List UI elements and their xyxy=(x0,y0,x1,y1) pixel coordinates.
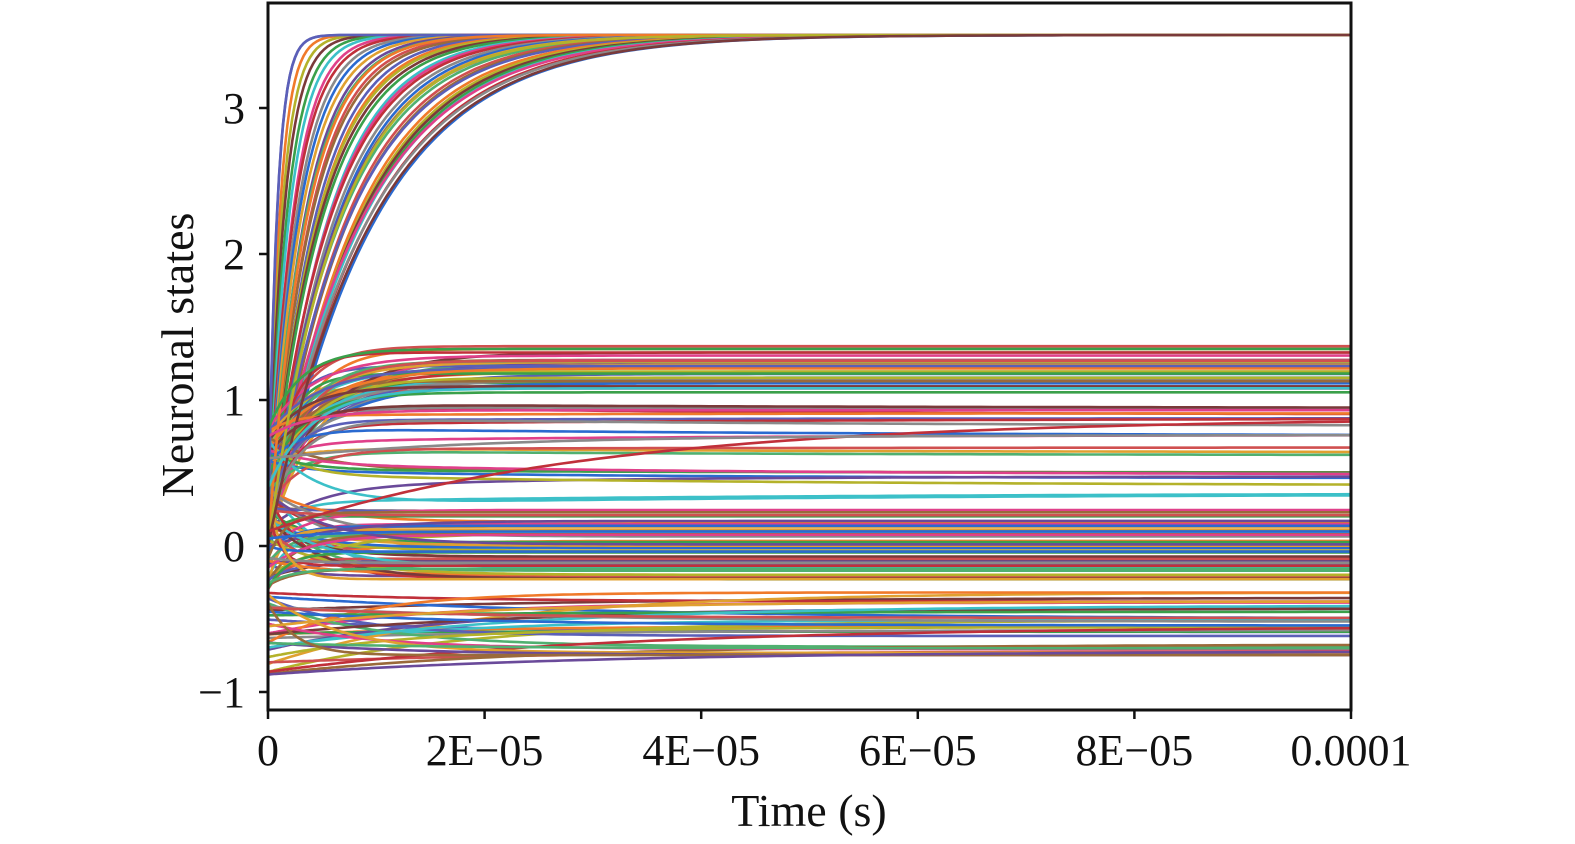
y-tick-label: 3 xyxy=(223,84,245,133)
x-tick-label: 0 xyxy=(257,726,279,775)
trajectory-line xyxy=(269,508,1350,517)
x-tick-label: 0.0001 xyxy=(1291,726,1412,775)
trajectory-line xyxy=(269,518,1350,549)
x-axis-label: Time (s) xyxy=(731,785,887,836)
trajectory-line xyxy=(269,385,1350,444)
trajectory-line xyxy=(269,412,1350,433)
x-tick-label: 6E−05 xyxy=(859,726,977,775)
trajectory-line xyxy=(269,493,1350,546)
trajectory-line xyxy=(269,440,1350,486)
trajectory-line xyxy=(269,438,1350,502)
trajectory-line xyxy=(269,347,1350,431)
trajectory-line xyxy=(269,420,1350,533)
x-tick-label: 2E−05 xyxy=(426,726,544,775)
trajectory-line xyxy=(269,367,1350,451)
trajectory-line xyxy=(269,567,1350,585)
trajectory-line xyxy=(269,626,1350,674)
trajectory-line xyxy=(269,610,1350,627)
trajectory-line xyxy=(269,597,1350,638)
trajectory-lines xyxy=(269,33,1350,676)
trajectory-line xyxy=(269,510,1350,560)
trajectory-line xyxy=(269,379,1350,509)
trajectory-line xyxy=(269,372,1350,497)
trajectory-line xyxy=(269,600,1350,628)
plot-frame xyxy=(266,1,1353,712)
trajectory-line xyxy=(269,591,1350,644)
trajectory-line xyxy=(269,419,1350,516)
x-axis: 0 2E−05 4E−05 6E−05 8E−05 0.0001 xyxy=(257,710,1412,775)
trajectory-line xyxy=(269,602,1350,657)
x-tick-label: 4E−05 xyxy=(642,726,760,775)
x-tick-label: 8E−05 xyxy=(1076,726,1194,775)
trajectory-line xyxy=(269,508,1350,550)
trajectory-line xyxy=(269,606,1350,620)
trajectory-line xyxy=(269,650,1350,676)
trajectory-line xyxy=(269,545,1350,553)
y-tick-label: −1 xyxy=(198,668,245,717)
trajectory-line xyxy=(269,362,1350,546)
y-tick-label: 1 xyxy=(223,376,245,425)
trajectory-line xyxy=(269,556,1350,565)
trajectory-line xyxy=(269,626,1350,659)
trajectory-line xyxy=(269,496,1350,581)
trajectory-line xyxy=(269,387,1350,489)
trajectory-line xyxy=(269,604,1350,649)
trajectory-line xyxy=(269,344,1350,490)
trajectory-line xyxy=(269,509,1350,567)
y-tick-label: 0 xyxy=(223,522,245,571)
trajectory-line xyxy=(269,448,1350,463)
trajectory-line xyxy=(269,528,1350,585)
y-tick-label: 2 xyxy=(223,230,245,279)
trajectory-line xyxy=(269,453,1350,475)
trajectory-line xyxy=(269,448,1350,476)
trajectory-line xyxy=(269,428,1350,465)
trajectory-line xyxy=(269,408,1350,438)
y-axis-label: Neuronal states xyxy=(152,213,203,498)
trajectory-line xyxy=(269,533,1350,569)
trajectory-line xyxy=(269,530,1350,540)
trajectory-line xyxy=(269,433,1350,460)
trajectory-line xyxy=(269,417,1350,516)
trajectory-line xyxy=(269,354,1350,431)
trajectory-line xyxy=(269,451,1350,493)
y-axis: −1 0 1 2 3 xyxy=(198,84,268,717)
trajectory-line xyxy=(269,371,1350,545)
